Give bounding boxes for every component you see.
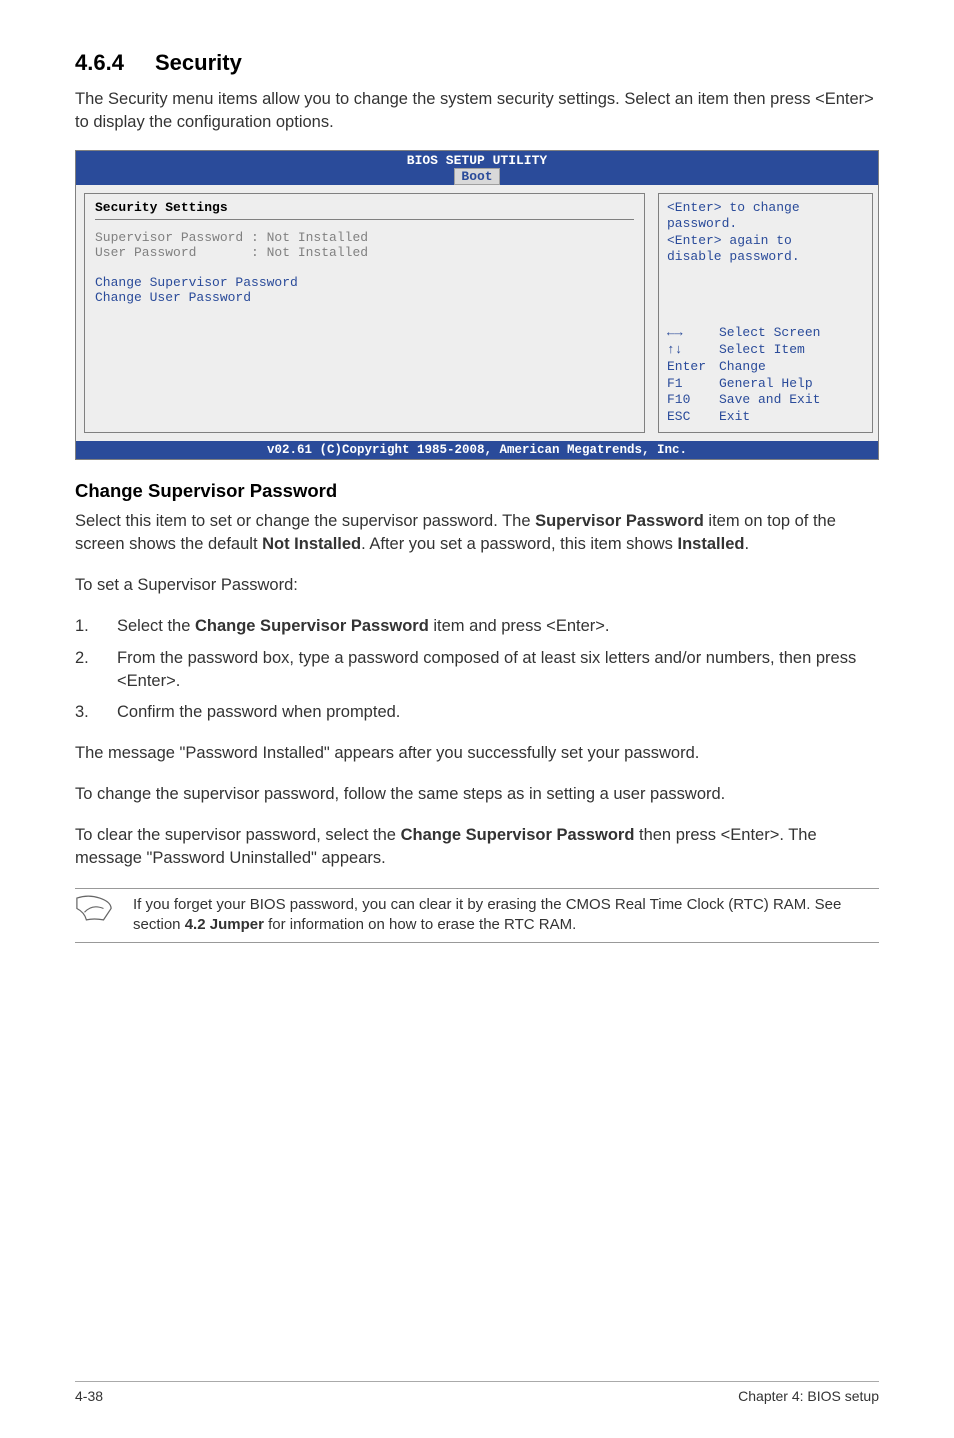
change-supervisor-password: Change Supervisor Password xyxy=(95,275,634,290)
nav-key: Enter xyxy=(667,359,719,376)
help-text: <Enter> to change password. <Enter> agai… xyxy=(667,200,864,265)
nav-label: Select Screen xyxy=(719,325,820,340)
page-footer: 4-38 Chapter 4: BIOS setup xyxy=(75,1381,879,1404)
bios-main-inner: Security Settings Supervisor Password : … xyxy=(84,193,645,433)
note-icon xyxy=(75,895,113,927)
body-paragraph: The message "Password Installed" appears… xyxy=(75,742,879,765)
bios-tab-boot: Boot xyxy=(454,168,499,185)
bios-body: Security Settings Supervisor Password : … xyxy=(76,185,878,441)
divider xyxy=(95,219,634,220)
note-text: If you forget your BIOS password, you ca… xyxy=(133,895,879,936)
section-number: 4.6.4 xyxy=(75,50,155,76)
help-line-1: <Enter> to change xyxy=(667,200,864,216)
nav-help: ←→Select Screen ↑↓Select Item EnterChang… xyxy=(667,325,864,426)
nav-label: Save and Exit xyxy=(719,392,820,407)
note-box: If you forget your BIOS password, you ca… xyxy=(75,888,879,943)
subsection-heading: Change Supervisor Password xyxy=(75,480,879,502)
nav-key: ↑↓ xyxy=(667,342,719,359)
nav-label: Select Item xyxy=(719,342,805,357)
bios-header: BIOS SETUP UTILITY Boot xyxy=(76,151,878,185)
step-item: 1.Select the Change Supervisor Password … xyxy=(75,615,879,638)
security-settings-title: Security Settings xyxy=(95,200,634,215)
bios-screenshot: BIOS SETUP UTILITY Boot Security Setting… xyxy=(75,150,879,460)
nav-label: Exit xyxy=(719,409,750,424)
nav-key: ←→ xyxy=(667,325,719,342)
nav-key: ESC xyxy=(667,409,719,426)
body-paragraph: To change the supervisor password, follo… xyxy=(75,783,879,806)
steps-list: 1.Select the Change Supervisor Password … xyxy=(75,615,879,723)
bios-sidebar: <Enter> to change password. <Enter> agai… xyxy=(653,185,878,441)
help-line-2: password. xyxy=(667,216,864,232)
bios-tabs: Boot xyxy=(76,168,878,184)
step-item: 2.From the password box, type a password… xyxy=(75,647,879,693)
section-title: Security xyxy=(155,50,242,75)
page-number: 4-38 xyxy=(75,1388,103,1404)
change-user-password: Change User Password xyxy=(95,290,634,305)
body-paragraph: To clear the supervisor password, select… xyxy=(75,824,879,870)
user-status: User Password : Not Installed xyxy=(95,245,634,260)
nav-key: F10 xyxy=(667,392,719,409)
nav-label: Change xyxy=(719,359,766,374)
chapter-label: Chapter 4: BIOS setup xyxy=(738,1388,879,1404)
bios-title: BIOS SETUP UTILITY xyxy=(76,153,878,168)
bios-footer: v02.61 (C)Copyright 1985-2008, American … xyxy=(76,441,878,459)
section-heading: 4.6.4Security xyxy=(75,50,879,76)
nav-label: General Help xyxy=(719,376,813,391)
intro-text: The Security menu items allow you to cha… xyxy=(75,88,879,134)
body-paragraph: Select this item to set or change the su… xyxy=(75,510,879,556)
step-item: 3.Confirm the password when prompted. xyxy=(75,701,879,724)
bios-main-panel: Security Settings Supervisor Password : … xyxy=(76,185,653,441)
bios-sidebar-inner: <Enter> to change password. <Enter> agai… xyxy=(658,193,873,433)
nav-key: F1 xyxy=(667,376,719,393)
body-paragraph: To set a Supervisor Password: xyxy=(75,574,879,597)
help-line-4: disable password. xyxy=(667,249,864,265)
help-line-3: <Enter> again to xyxy=(667,233,864,249)
supervisor-status: Supervisor Password : Not Installed xyxy=(95,230,634,245)
